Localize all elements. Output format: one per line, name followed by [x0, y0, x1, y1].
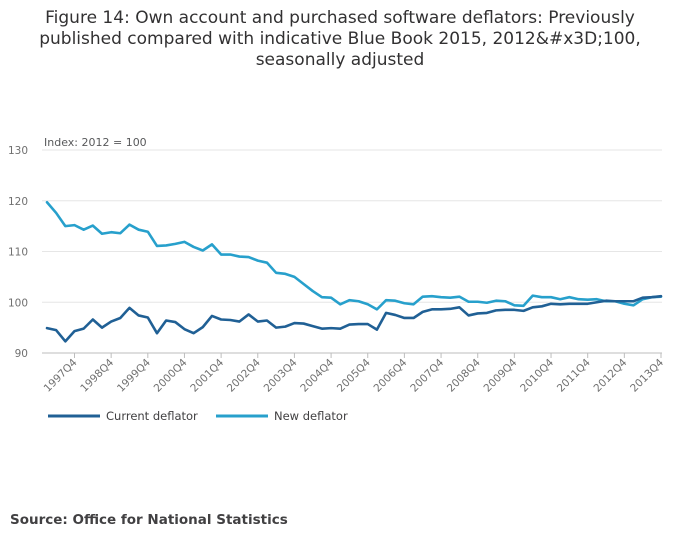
- x-tick-label: 2011Q4: [555, 356, 593, 394]
- x-tick-label: 2001Q4: [188, 356, 226, 394]
- series-lines: [45, 200, 663, 343]
- x-tick-label: 2004Q4: [298, 356, 336, 394]
- chart-title: Figure 14: Own account and purchased sof…: [39, 8, 641, 70]
- legend: Current deflator New deflator: [48, 409, 348, 423]
- y-tick-label: 110: [8, 247, 28, 259]
- y-tick-label: 120: [8, 196, 28, 208]
- y-tick-label: 130: [8, 145, 28, 157]
- x-tick-label: 2003Q4: [262, 356, 300, 394]
- x-tick-label: 2012Q4: [592, 356, 630, 394]
- y-tick-label: 90: [15, 348, 28, 360]
- x-axis: 1997Q41998Q41999Q42000Q42001Q42002Q42003…: [42, 353, 666, 395]
- x-tick-label: 2000Q4: [152, 356, 190, 394]
- x-tick-label: 2009Q4: [482, 356, 520, 394]
- gridlines: [42, 149, 662, 303]
- x-tick-label: 2002Q4: [225, 356, 263, 394]
- legend-label: Current deflator: [106, 409, 198, 423]
- x-tick-label: 1998Q4: [78, 356, 116, 394]
- y-axis-unit-label: Index: 2012 = 100: [44, 136, 147, 149]
- x-tick-label: 2007Q4: [408, 356, 446, 394]
- x-tick-label: 1999Q4: [115, 356, 153, 394]
- series-line-current-deflator: [45, 294, 663, 343]
- x-tick-label: 2006Q4: [372, 356, 410, 394]
- y-axis: 90 100 110 120 130: [8, 145, 28, 360]
- legend-label: New deflator: [274, 409, 348, 423]
- x-tick-label: 1997Q4: [42, 356, 80, 394]
- y-tick-label: 100: [8, 297, 28, 309]
- x-tick-label: 2013Q4: [628, 356, 666, 394]
- x-tick-label: 2008Q4: [445, 356, 483, 394]
- x-tick-label: 2005Q4: [335, 356, 373, 394]
- series-line-new-deflator: [45, 200, 663, 311]
- source-note: Source: Office for National Statistics: [10, 512, 288, 528]
- x-tick-label: 2010Q4: [518, 356, 556, 394]
